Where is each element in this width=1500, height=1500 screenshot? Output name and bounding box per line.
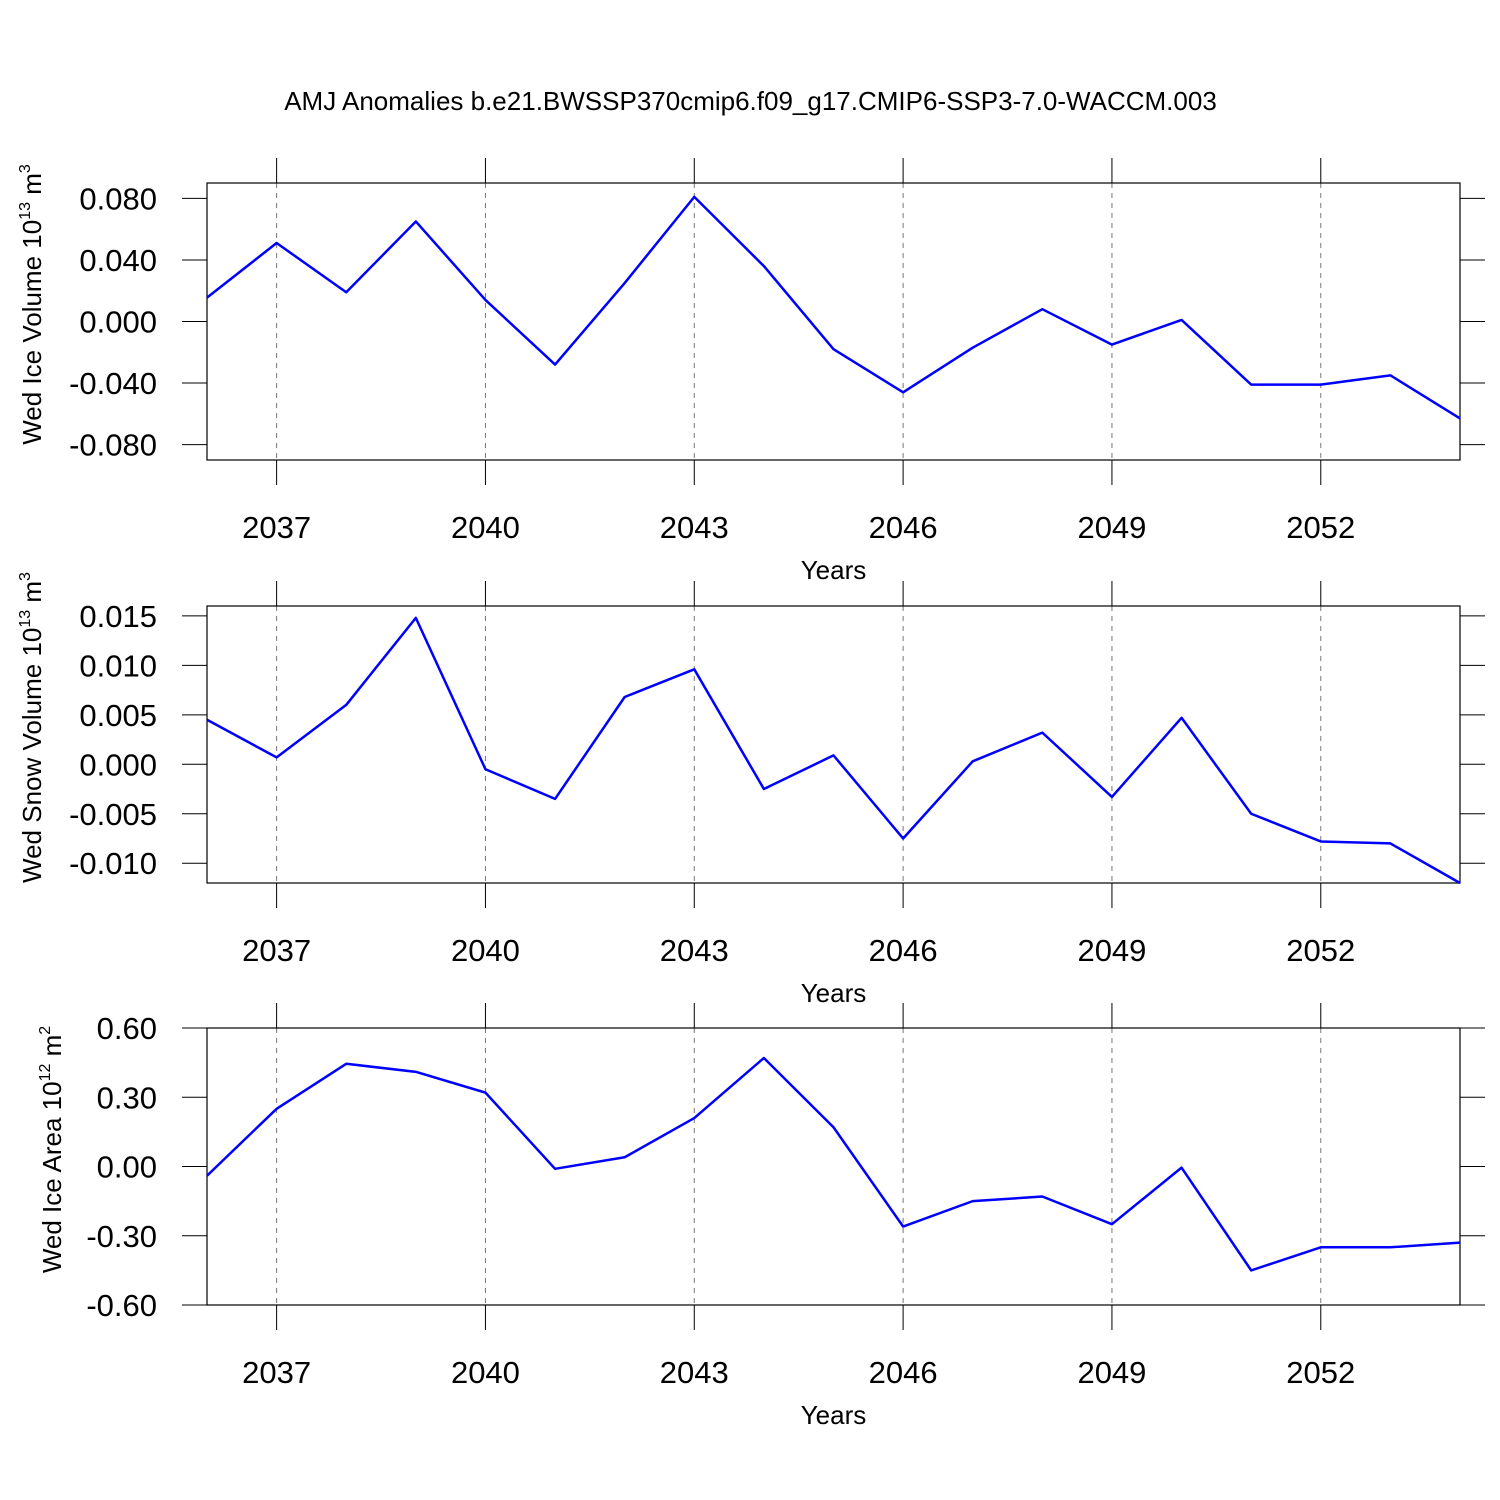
y-tick-label: -0.005 <box>69 797 157 832</box>
y-axis-label-part: m <box>37 1035 67 1064</box>
x-tick-label: 2052 <box>1286 933 1355 968</box>
data-line <box>206 616 1461 885</box>
y-tick-label: -0.30 <box>86 1219 157 1254</box>
y-axis-label-part: 3 <box>17 164 34 173</box>
y-axis-label-part: 13 <box>17 202 34 220</box>
x-tick-label: 2040 <box>451 510 520 545</box>
panel: 2037 2040 2043 2046 2049 2052 0.015 0.010 0.005 0… <box>17 572 1485 1008</box>
panel: 2037 2040 2043 2046 2049 2052 0.60 0.30 0.00 -0.3… <box>37 1003 1485 1430</box>
y-axis-label-part: Wed Snow Volume 10 <box>17 628 47 883</box>
data-line <box>206 195 1461 420</box>
x-tick-label: 2046 <box>869 1355 938 1390</box>
y-axis-label-part: Wed Ice Volume 10 <box>17 220 47 445</box>
y-axis-label-part: Wed Ice Area 10 <box>37 1081 67 1273</box>
x-tick-label: 2046 <box>869 510 938 545</box>
x-tick-label: 2052 <box>1286 1355 1355 1390</box>
x-tick-label: 2043 <box>660 933 729 968</box>
y-axis-label-part: m <box>17 581 47 610</box>
y-tick-label: 0.040 <box>79 243 157 278</box>
y-axis-label: Wed Ice Volume 1013 m3 <box>17 164 47 445</box>
y-axis-label-part: 2 <box>37 1026 54 1035</box>
chart-title: AMJ Anomalies b.e21.BWSSP370cmip6.f09_g1… <box>284 86 1217 116</box>
x-tick-label: 2049 <box>1077 510 1146 545</box>
x-axis-label: Years <box>801 555 867 585</box>
x-axis-label: Years <box>801 978 867 1008</box>
y-tick-label: -0.080 <box>69 428 157 463</box>
y-tick-label: 0.60 <box>97 1011 157 1046</box>
plot-frame <box>206 605 1461 884</box>
y-tick-label: 0.30 <box>97 1080 157 1115</box>
y-tick-label: -0.60 <box>86 1288 157 1323</box>
x-tick-label: 2052 <box>1286 510 1355 545</box>
x-tick-label: 2043 <box>660 1355 729 1390</box>
y-axis-label: Wed Snow Volume 1013 m3 <box>17 572 47 883</box>
y-tick-label: -0.040 <box>69 366 157 401</box>
y-axis-label-part: 12 <box>37 1064 54 1082</box>
y-tick-label: 0.000 <box>79 305 157 340</box>
y-axis-label-part: 3 <box>17 572 34 581</box>
y-tick-label: 0.000 <box>79 747 157 782</box>
x-tick-label: 2037 <box>242 933 311 968</box>
y-tick-label: -0.010 <box>69 846 157 881</box>
x-tick-label: 2037 <box>242 1355 311 1390</box>
x-tick-label: 2046 <box>869 933 938 968</box>
plot-frame <box>206 1027 1461 1306</box>
y-tick-label: 0.00 <box>97 1150 157 1185</box>
x-axis-label: Years <box>801 1400 867 1430</box>
x-tick-label: 2049 <box>1077 1355 1146 1390</box>
x-tick-label: 2037 <box>242 510 311 545</box>
y-axis-label-part: 13 <box>17 610 34 628</box>
y-tick-label: 0.005 <box>79 698 157 733</box>
y-tick-label: 0.010 <box>79 648 157 683</box>
x-tick-label: 2040 <box>451 1355 520 1390</box>
x-tick-label: 2049 <box>1077 933 1146 968</box>
x-tick-label: 2040 <box>451 933 520 968</box>
y-tick-label: 0.015 <box>79 599 157 634</box>
y-tick-label: 0.080 <box>79 181 157 216</box>
y-axis-label-part: m <box>17 173 47 202</box>
plot-frame <box>206 182 1461 461</box>
y-axis-label: Wed Ice Area 1012 m2 <box>37 1026 67 1273</box>
x-tick-label: 2043 <box>660 510 729 545</box>
panel: AMJ Anomalies b.e21.BWSSP370cmip6.f09_g1… <box>17 86 1485 585</box>
data-line <box>206 1056 1461 1272</box>
